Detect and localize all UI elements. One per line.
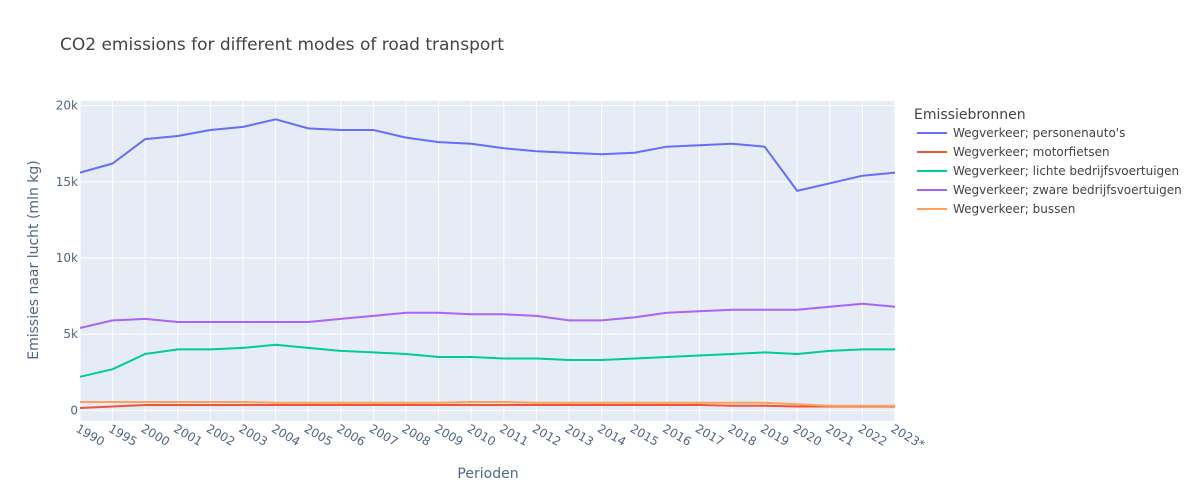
x-tick-label: 2013 [563, 421, 596, 448]
x-tick-label: 2020 [791, 421, 824, 448]
series-line [79, 404, 895, 409]
legend-item[interactable]: Wegverkeer; personenauto's [917, 126, 1125, 140]
x-tick-label: 2018 [726, 421, 759, 448]
legend-label: Wegverkeer; personenauto's [953, 126, 1125, 140]
x-tick-label: 2023* [889, 421, 928, 451]
x-tick-label: 2012 [530, 421, 563, 448]
x-tick-label: 2010 [465, 421, 498, 448]
x-tick-label: 2016 [660, 421, 693, 448]
x-tick-label: 2019 [758, 421, 791, 448]
x-tick-label: 2021 [823, 421, 856, 448]
x-axis-title: Perioden [457, 466, 518, 482]
legend[interactable]: Emissiebronnen Wegverkeer; personenauto'… [914, 107, 1182, 216]
x-tick-label: 2008 [400, 421, 433, 448]
legend-item[interactable]: Wegverkeer; zware bedrijfsvoertuigen [917, 183, 1182, 197]
legend-label: Wegverkeer; motorfietsen [953, 145, 1110, 159]
y-tick-label: 0 [70, 403, 78, 417]
gridlines [79, 101, 896, 421]
x-axis-ticks: 1990 1995 2000 2001 2002 2003 2004 2005 2006 2007… [74, 421, 928, 451]
x-tick-label: 2009 [432, 421, 465, 448]
y-tick-label: 15k [56, 175, 78, 189]
x-tick-label: 2017 [693, 421, 726, 448]
x-tick-label: 2022 [856, 421, 889, 448]
x-tick-label: 2000 [139, 421, 172, 448]
x-tick-label: 2002 [204, 421, 237, 448]
x-tick-label: 2006 [334, 421, 367, 448]
chart-title: CO2 emissions for different modes of roa… [60, 35, 504, 55]
x-tick-label: 2007 [367, 421, 400, 448]
legend-label: Wegverkeer; zware bedrijfsvoertuigen [953, 183, 1182, 197]
x-tick-label: 2014 [595, 421, 628, 448]
y-tick-label: 5k [63, 327, 78, 341]
x-tick-label: 1995 [106, 421, 139, 448]
x-tick-label: 2015 [628, 421, 661, 448]
plot-area [80, 101, 895, 421]
y-tick-label: 20k [56, 99, 78, 113]
y-tick-label: 10k [56, 251, 78, 265]
series-line [80, 401, 895, 407]
series-line [79, 118, 896, 192]
x-tick-label: 2003 [237, 421, 270, 448]
x-tick-label: 1990 [74, 421, 107, 448]
series-line [79, 343, 895, 378]
legend-label: Wegverkeer; bussen [953, 202, 1075, 216]
legend-item[interactable]: Wegverkeer; motorfietsen [917, 145, 1110, 159]
x-tick-label: 2011 [497, 421, 530, 448]
x-tick-label: 2005 [302, 421, 335, 448]
series-line [79, 302, 896, 329]
x-tick-label: 2001 [171, 421, 204, 448]
legend-item[interactable]: Wegverkeer; lichte bedrijfsvoertuigen [917, 164, 1179, 178]
legend-item[interactable]: Wegverkeer; bussen [917, 202, 1075, 216]
y-axis-ticks: 0 5k 10k 15k 20k [56, 99, 78, 418]
y-axis-title: Emissies naar lucht (mln kg) [26, 160, 42, 360]
series-lines [79, 118, 896, 409]
legend-title: Emissiebronnen [914, 107, 1026, 123]
legend-label: Wegverkeer; lichte bedrijfsvoertuigen [953, 164, 1179, 178]
x-tick-label: 2004 [269, 421, 302, 448]
